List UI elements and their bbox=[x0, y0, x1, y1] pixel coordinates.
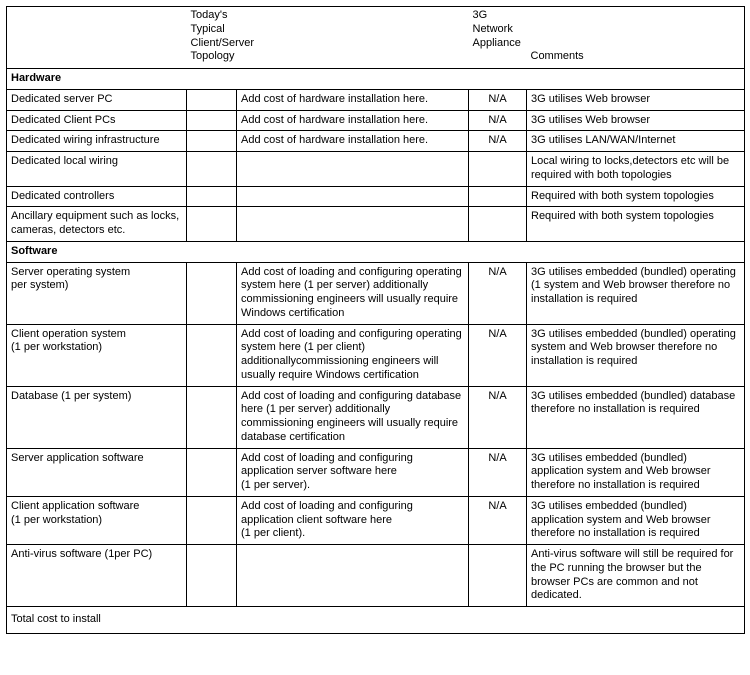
cell-c4: N/A bbox=[469, 262, 527, 324]
cell-c1: Dedicated controllers bbox=[7, 186, 187, 207]
header-cell-col1 bbox=[7, 7, 187, 69]
cell-c5: 3G utilises embedded (bundled) applicati… bbox=[527, 496, 745, 544]
cell-c5: 3G utilises Web browser bbox=[527, 89, 745, 110]
cell-c4 bbox=[469, 207, 527, 242]
cell-c2 bbox=[187, 324, 237, 386]
cell-c3: Add cost of loading and configuring data… bbox=[237, 386, 469, 448]
cost-comparison-table: Today'sTypicalClient/ServerTopology 3GNet… bbox=[6, 6, 745, 634]
cell-c4: N/A bbox=[469, 496, 527, 544]
table-row: Client operation system (1 per workstati… bbox=[7, 324, 745, 386]
cell-c2 bbox=[187, 448, 237, 496]
table-row: Client application software(1 per workst… bbox=[7, 496, 745, 544]
table-row: Dedicated Client PCs Add cost of hardware… bbox=[7, 110, 745, 131]
header-cell-col4: 3GNetworkAppliance bbox=[469, 7, 527, 69]
cell-c2 bbox=[187, 152, 237, 187]
total-row: Total cost to install bbox=[7, 607, 745, 634]
cell-c1: Ancillary equipment such as locks, camer… bbox=[7, 207, 187, 242]
cell-c4: N/A bbox=[469, 89, 527, 110]
table-row: Dedicated controllers Required with both … bbox=[7, 186, 745, 207]
cell-c5: 3G utilises embedded (bundled) applicati… bbox=[527, 448, 745, 496]
table-row: Database (1 per system) Add cost of loadi… bbox=[7, 386, 745, 448]
cell-c2 bbox=[187, 89, 237, 110]
cell-c3: Add cost of loading and configuring oper… bbox=[237, 324, 469, 386]
cell-c1: Dedicated local wiring bbox=[7, 152, 187, 187]
cell-c2 bbox=[187, 545, 237, 607]
total-label: Total cost to install bbox=[7, 607, 745, 634]
cell-c5: Anti-virus software will still be requir… bbox=[527, 545, 745, 607]
cell-c2 bbox=[187, 131, 237, 152]
cell-c5: 3G utilises embedded (bundled) operating… bbox=[527, 262, 745, 324]
cell-c3: Add cost of hardware installation here. bbox=[237, 89, 469, 110]
cell-c2 bbox=[187, 386, 237, 448]
table-row: Dedicated server PC Add cost of hardware … bbox=[7, 89, 745, 110]
cell-c4: N/A bbox=[469, 110, 527, 131]
cell-c1: Anti-virus software (1per PC) bbox=[7, 545, 187, 607]
cell-c3: Add cost of loading and configuring oper… bbox=[237, 262, 469, 324]
table-row: Dedicated local wiring Local wiring to lo… bbox=[7, 152, 745, 187]
cell-c4: N/A bbox=[469, 448, 527, 496]
header-cell-col5: Comments bbox=[527, 7, 745, 69]
table-header-row: Today'sTypicalClient/ServerTopology 3GNet… bbox=[7, 7, 745, 69]
table-row: Server operating systemper system) Add co… bbox=[7, 262, 745, 324]
table-row: Anti-virus software (1per PC) Anti-virus … bbox=[7, 545, 745, 607]
cell-c5: Required with both system topologies bbox=[527, 186, 745, 207]
cell-c5: Local wiring to locks,detectors etc will… bbox=[527, 152, 745, 187]
cell-c1: Server application software bbox=[7, 448, 187, 496]
cell-c5: 3G utilises embedded (bundled) database … bbox=[527, 386, 745, 448]
cell-c4: N/A bbox=[469, 386, 527, 448]
cell-c3: Add cost of loading and configuring appl… bbox=[237, 496, 469, 544]
cell-c3 bbox=[237, 152, 469, 187]
cell-c2 bbox=[187, 186, 237, 207]
table-row: Ancillary equipment such as locks, camer… bbox=[7, 207, 745, 242]
section-title: Hardware bbox=[7, 69, 745, 90]
cell-c5: 3G utilises embedded (bundled) operating… bbox=[527, 324, 745, 386]
cell-c1: Dedicated server PC bbox=[7, 89, 187, 110]
cell-c2 bbox=[187, 496, 237, 544]
cell-c1: Client operation system (1 per workstati… bbox=[7, 324, 187, 386]
cell-c4: N/A bbox=[469, 324, 527, 386]
table-row: Server application software Add cost of l… bbox=[7, 448, 745, 496]
cell-c4 bbox=[469, 186, 527, 207]
cell-c4 bbox=[469, 545, 527, 607]
header-cell-col2: Today'sTypicalClient/ServerTopology bbox=[187, 7, 237, 69]
cell-c4 bbox=[469, 152, 527, 187]
cell-c2 bbox=[187, 110, 237, 131]
header-cell-col3 bbox=[237, 7, 469, 69]
cell-c1: Dedicated Client PCs bbox=[7, 110, 187, 131]
cell-c3 bbox=[237, 545, 469, 607]
cell-c1: Server operating systemper system) bbox=[7, 262, 187, 324]
cell-c2 bbox=[187, 207, 237, 242]
section-row: Software bbox=[7, 241, 745, 262]
section-row: Hardware bbox=[7, 69, 745, 90]
section-title: Software bbox=[7, 241, 745, 262]
table-row: Dedicated wiring infrastructure Add cost … bbox=[7, 131, 745, 152]
cell-c3: Add cost of hardware installation here. bbox=[237, 131, 469, 152]
cell-c5: Required with both system topologies bbox=[527, 207, 745, 242]
cell-c3: Add cost of loading and configuring appl… bbox=[237, 448, 469, 496]
cell-c1: Client application software(1 per workst… bbox=[7, 496, 187, 544]
cell-c3 bbox=[237, 186, 469, 207]
cell-c4: N/A bbox=[469, 131, 527, 152]
cell-c3: Add cost of hardware installation here. bbox=[237, 110, 469, 131]
cell-c1: Database (1 per system) bbox=[7, 386, 187, 448]
cell-c5: 3G utilises Web browser bbox=[527, 110, 745, 131]
cell-c5: 3G utilises LAN/WAN/Internet bbox=[527, 131, 745, 152]
cell-c3 bbox=[237, 207, 469, 242]
cell-c2 bbox=[187, 262, 237, 324]
cell-c1: Dedicated wiring infrastructure bbox=[7, 131, 187, 152]
